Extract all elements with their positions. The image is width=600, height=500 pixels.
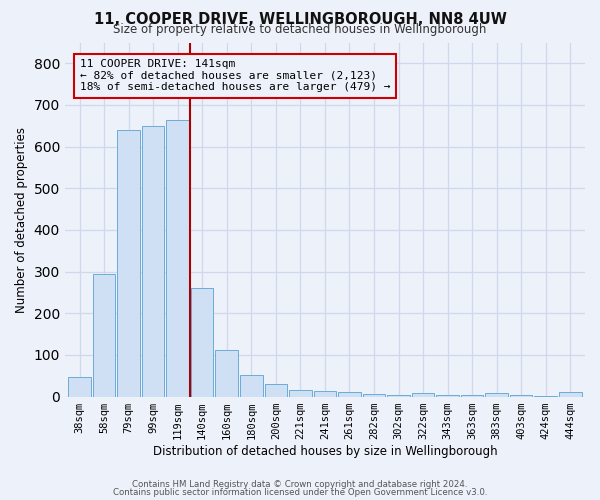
Bar	[461, 394, 484, 396]
Bar	[510, 394, 532, 396]
Bar	[191, 288, 214, 397]
Y-axis label: Number of detached properties: Number of detached properties	[15, 126, 28, 312]
Bar	[485, 394, 508, 396]
Bar	[289, 390, 311, 396]
Text: 11, COOPER DRIVE, WELLINGBOROUGH, NN8 4UW: 11, COOPER DRIVE, WELLINGBOROUGH, NN8 4U…	[94, 12, 506, 28]
Bar	[118, 130, 140, 396]
Bar	[436, 394, 459, 396]
Text: Contains public sector information licensed under the Open Government Licence v3: Contains public sector information licen…	[113, 488, 487, 497]
Bar	[265, 384, 287, 396]
Bar	[240, 374, 263, 396]
Bar	[338, 392, 361, 396]
Bar	[215, 350, 238, 397]
Bar	[93, 274, 115, 396]
X-axis label: Distribution of detached houses by size in Wellingborough: Distribution of detached houses by size …	[152, 444, 497, 458]
Bar	[142, 126, 164, 396]
Bar	[387, 394, 410, 396]
Text: Contains HM Land Registry data © Crown copyright and database right 2024.: Contains HM Land Registry data © Crown c…	[132, 480, 468, 489]
Bar	[314, 391, 336, 396]
Bar	[362, 394, 385, 396]
Bar	[68, 376, 91, 396]
Bar	[166, 120, 189, 396]
Text: 11 COOPER DRIVE: 141sqm
← 82% of detached houses are smaller (2,123)
18% of semi: 11 COOPER DRIVE: 141sqm ← 82% of detache…	[80, 59, 390, 92]
Bar	[412, 394, 434, 396]
Text: Size of property relative to detached houses in Wellingborough: Size of property relative to detached ho…	[113, 22, 487, 36]
Bar	[559, 392, 581, 396]
